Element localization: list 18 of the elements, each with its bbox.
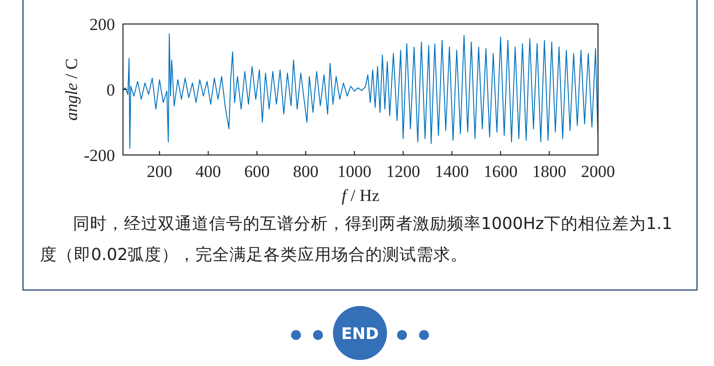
end-badge: END — [291, 306, 429, 360]
x-tick-label: 400 — [196, 162, 222, 181]
y-axis-title: angle / C — [62, 58, 81, 121]
x-tick-label: 800 — [292, 162, 318, 181]
x-tick-label: 1600 — [484, 162, 518, 181]
y-tick-label: 0 — [106, 80, 115, 100]
x-tick-label: 1400 — [434, 162, 469, 181]
x-tick-label: 2000 — [581, 162, 615, 181]
text: 同时，经过双通道信号的互谱分析，得到两者激励频率1000Hz下的相位差为1.1度（即0.02弧度），完全满足各类应用场合的测试需求。 — [40, 213, 674, 266]
x-axis-title: f / Hz — [342, 186, 380, 205]
x-tick-label: 200 — [146, 162, 172, 181]
x-tick-label: 1000 — [337, 162, 372, 181]
line-series — [123, 33, 598, 149]
y-tick-label: 200 — [90, 15, 115, 34]
x-tick-label: 1800 — [532, 162, 566, 181]
y-tick-label: -200 — [84, 146, 115, 165]
x-tick-label: 1200 — [386, 162, 420, 181]
x-tick-label: 600 — [244, 162, 270, 181]
